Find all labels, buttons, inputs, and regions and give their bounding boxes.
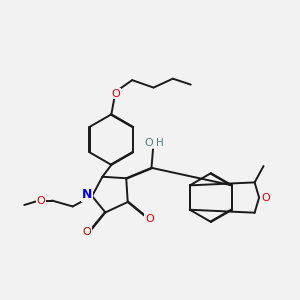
- Text: O: O: [82, 227, 91, 237]
- Text: H: H: [156, 138, 164, 148]
- Text: O: O: [111, 88, 120, 98]
- Text: O: O: [145, 138, 154, 148]
- Text: O: O: [36, 196, 45, 206]
- Text: N: N: [82, 188, 92, 201]
- Text: O: O: [261, 193, 270, 202]
- Text: O: O: [145, 214, 154, 224]
